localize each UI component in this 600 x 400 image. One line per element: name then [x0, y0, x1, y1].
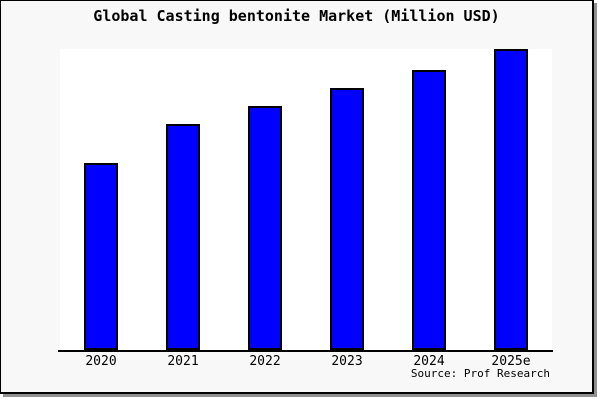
- chart-frame: Global Casting bentonite Market (Million…: [0, 0, 594, 394]
- x-axis-line: [58, 350, 553, 352]
- chart-title: Global Casting bentonite Market (Million…: [93, 7, 500, 25]
- x-tick-2021: 2021: [167, 354, 199, 369]
- bar-2020: [84, 163, 118, 350]
- x-tick-2022: 2022: [249, 354, 281, 369]
- x-tick-2023: 2023: [331, 354, 363, 369]
- bar-2025e: [494, 49, 528, 350]
- x-tick-2025e: 2025e: [491, 354, 531, 369]
- x-tick-2024: 2024: [413, 354, 445, 369]
- x-tick-2020: 2020: [85, 354, 117, 369]
- bar-2024: [412, 70, 446, 350]
- bar-2021: [166, 124, 200, 350]
- bar-2022: [248, 106, 282, 350]
- bar-2023: [330, 88, 364, 350]
- source-label: Source: Prof Research: [410, 367, 550, 380]
- plot-area: [60, 49, 552, 350]
